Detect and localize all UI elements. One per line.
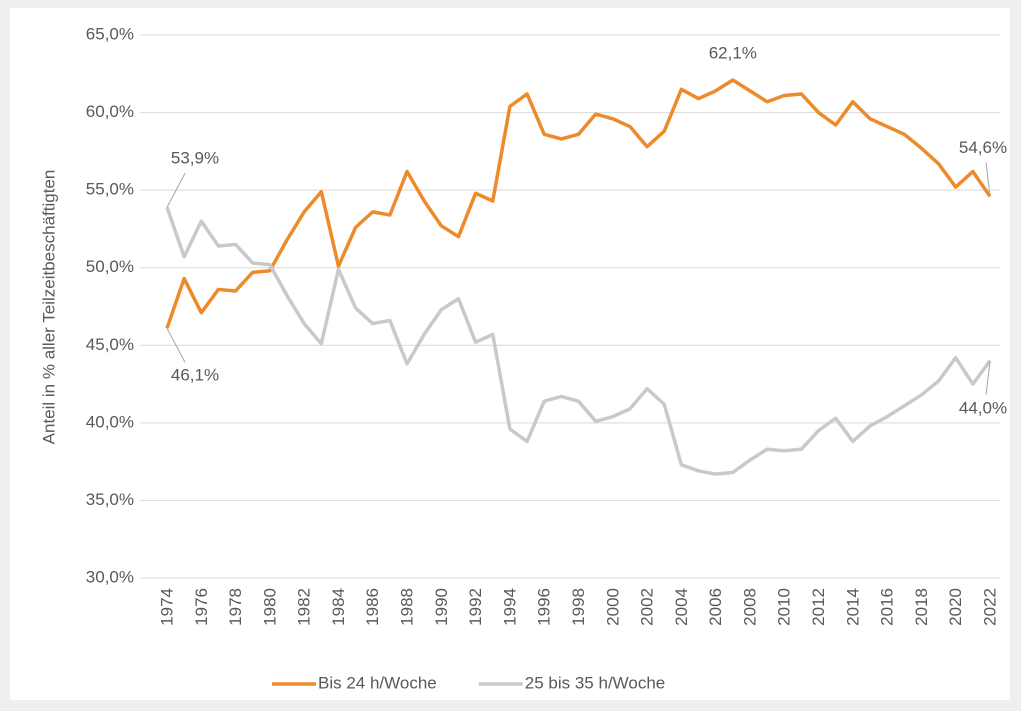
- x-tick-label: 1990: [432, 588, 451, 626]
- x-tick-label: 1996: [535, 588, 554, 626]
- x-tick-label: 2022: [980, 588, 999, 626]
- legend-label: 25 bis 35 h/Woche: [525, 673, 666, 692]
- x-tick-label: 2010: [775, 588, 794, 626]
- x-tick-label: 2002: [638, 588, 657, 626]
- x-tick-label: 1980: [260, 588, 279, 626]
- data-label: 62,1%: [709, 43, 757, 62]
- y-axis-title: Anteil in % aller Teilzeitbeschäftigten: [39, 170, 58, 445]
- y-tick-label: 40,0%: [86, 412, 134, 431]
- x-tick-label: 1974: [157, 588, 176, 626]
- x-tick-label: 1994: [500, 588, 519, 626]
- y-tick-label: 65,0%: [86, 24, 134, 43]
- y-tick-label: 50,0%: [86, 257, 134, 276]
- x-tick-label: 2004: [672, 588, 691, 626]
- series-line: [165, 78, 992, 329]
- x-tick-label: 1976: [192, 588, 211, 626]
- data-label: 53,9%: [171, 149, 219, 168]
- legend-label: Bis 24 h/Woche: [318, 673, 437, 692]
- y-tick-label: 35,0%: [86, 490, 134, 509]
- data-label: 54,6%: [959, 138, 1007, 157]
- x-tick-label: 2008: [740, 588, 759, 626]
- chart-area: [10, 8, 1010, 700]
- y-tick-label: 30,0%: [86, 567, 134, 586]
- x-tick-label: 1986: [363, 588, 382, 626]
- x-tick-label: 1978: [226, 588, 245, 626]
- x-tick-label: 2000: [603, 588, 622, 626]
- x-tick-label: 2020: [946, 588, 965, 626]
- y-tick-label: 60,0%: [86, 102, 134, 121]
- x-tick-label: 1988: [398, 588, 417, 626]
- x-tick-label: 1992: [466, 588, 485, 626]
- x-tick-label: 2016: [878, 588, 897, 626]
- y-tick-label: 45,0%: [86, 335, 134, 354]
- x-tick-label: 2018: [912, 588, 931, 626]
- y-tick-label: 55,0%: [86, 180, 134, 199]
- data-label: 46,1%: [171, 366, 219, 385]
- x-tick-label: 2012: [809, 588, 828, 626]
- series-line: [165, 206, 992, 476]
- x-tick-label: 2014: [843, 588, 862, 626]
- leader-line: [166, 327, 186, 363]
- x-tick-label: 1998: [569, 588, 588, 626]
- x-tick-label: 1982: [295, 588, 314, 626]
- x-tick-label: 2006: [706, 588, 725, 626]
- leader-line: [166, 172, 186, 208]
- leader-line: [985, 360, 991, 395]
- x-tick-label: 1984: [329, 588, 348, 626]
- data-label: 44,0%: [959, 398, 1007, 417]
- leader-line: [985, 162, 991, 197]
